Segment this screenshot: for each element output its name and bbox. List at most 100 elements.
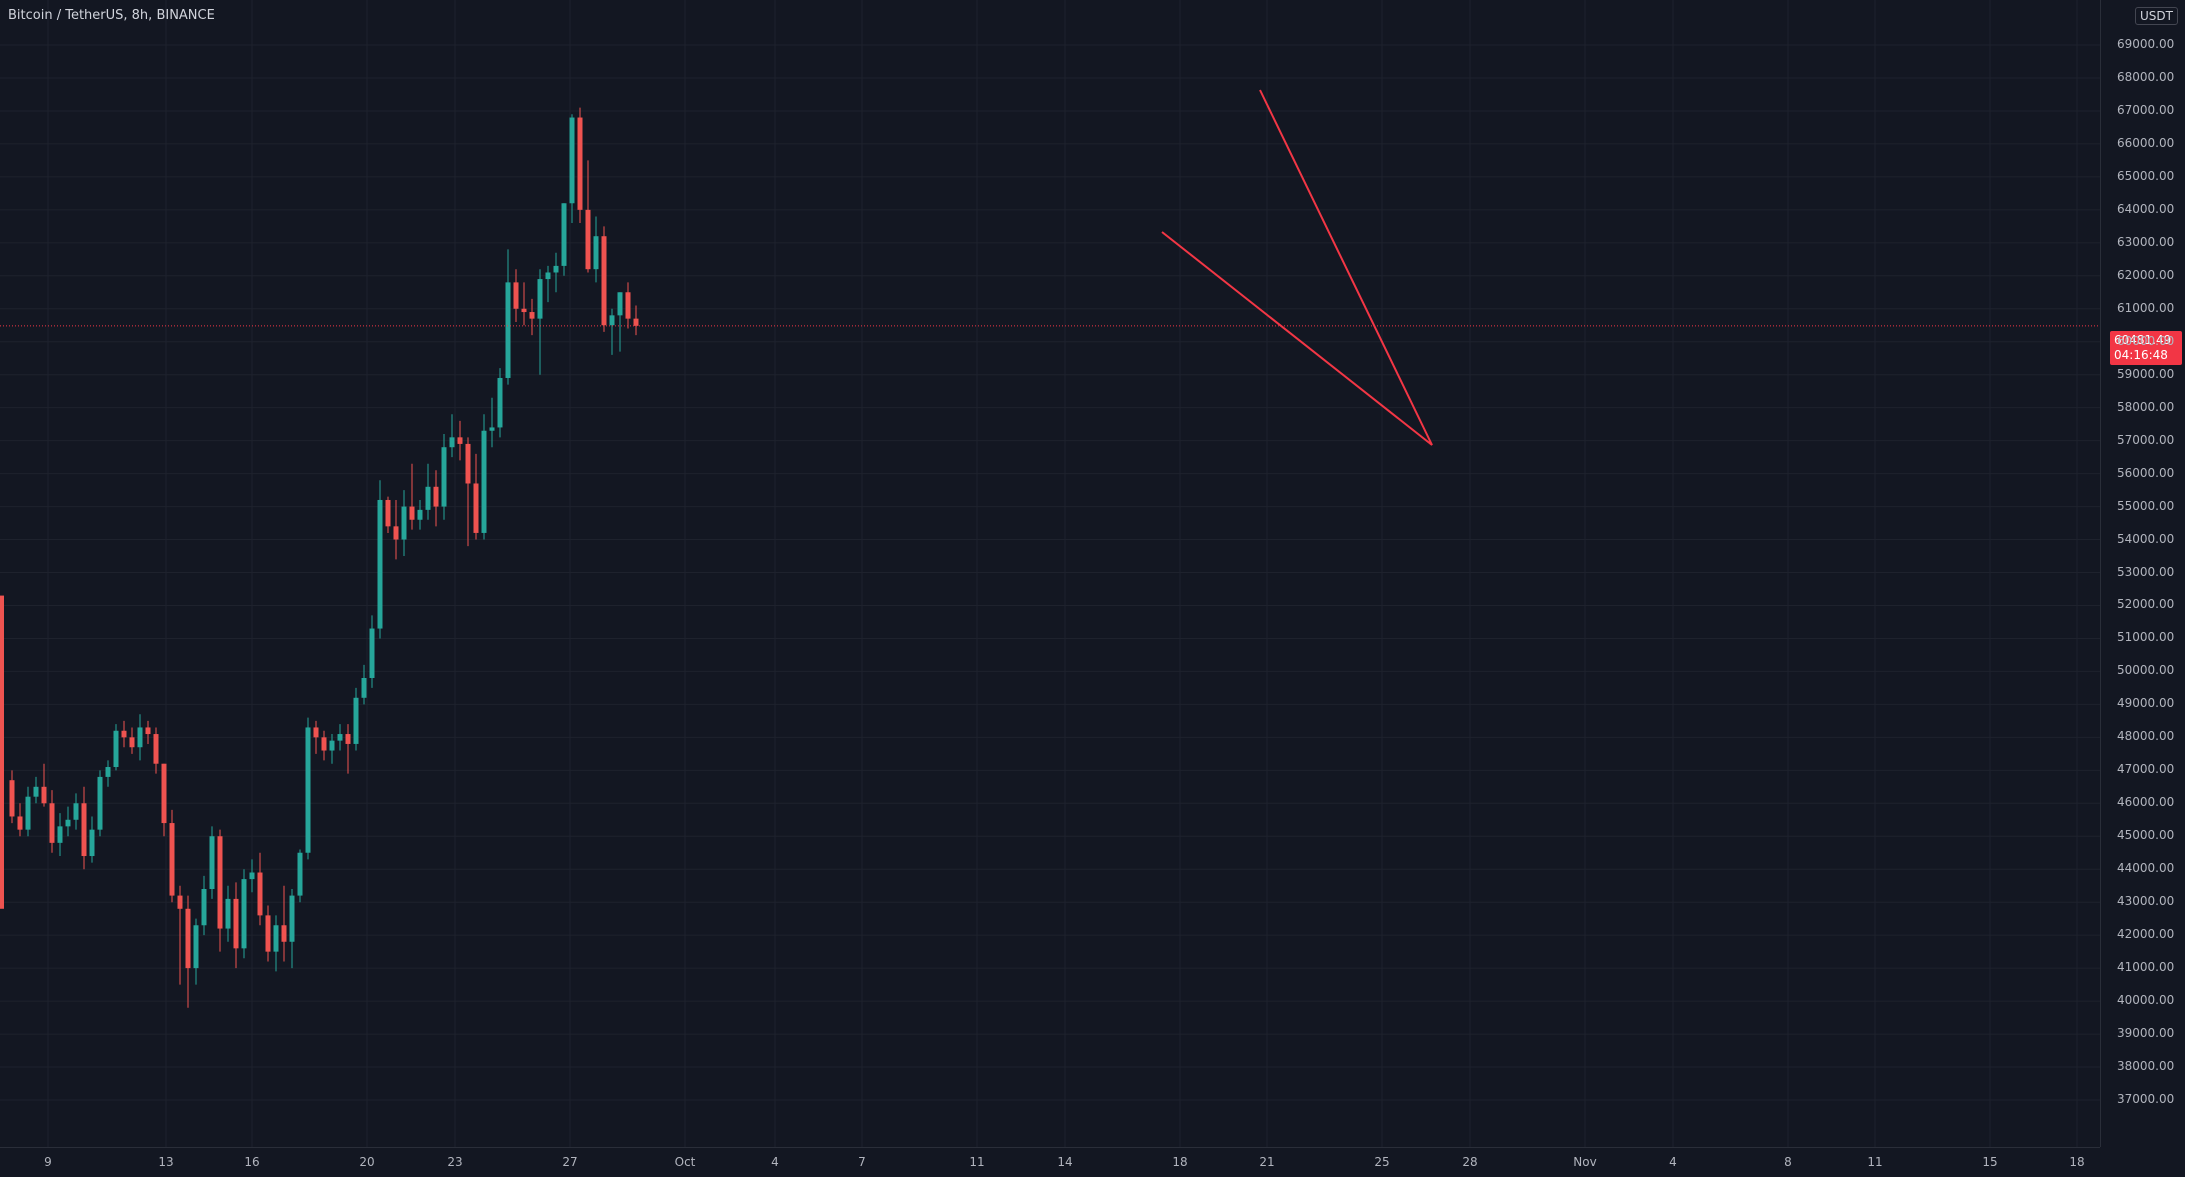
candle-body [489,427,495,431]
candle-body [313,727,319,738]
candle-body [369,628,375,678]
candle-body [225,898,231,929]
candle-body [217,836,223,929]
candle-body [185,908,191,969]
candle-body [481,430,487,533]
candle-body [345,734,351,744]
candle-body [57,826,63,843]
price-label: 64000.00 [2117,201,2175,216]
candle-body [89,829,95,857]
candle-body [321,737,327,751]
candle-body [561,203,567,266]
candlestick-chart[interactable] [0,0,2100,1147]
candle-body [425,486,431,510]
time-label: 18 [2069,1155,2085,1169]
candle-body [401,506,407,540]
candle-body [553,265,559,273]
candle-body [385,499,391,527]
time-label: 28 [1462,1155,1478,1169]
candle-body [505,282,511,378]
candle-body [545,272,551,280]
candle-body [65,819,71,827]
candle-body [25,796,31,830]
candle-body [449,437,455,448]
candle-body [145,727,151,735]
candle-body [353,697,359,744]
price-label: 53000.00 [2117,564,2175,579]
currency-label[interactable]: USDT [2135,7,2178,25]
time-label: 4 [1669,1155,1677,1169]
candle-body [569,117,575,204]
price-label: 69000.00 [2117,37,2175,51]
time-label: 7 [858,1155,866,1169]
price-label: 40000.00 [2117,993,2175,1008]
price-label: 62000.00 [2117,267,2175,282]
candle-body [129,737,135,748]
price-label: 50000.00 [2117,663,2175,678]
price-label: 66000.00 [2117,135,2175,150]
price-label: 41000.00 [2117,960,2175,975]
price-label: 43000.00 [2117,894,2175,909]
candle-body [33,786,39,797]
current-price-tag: 60481.49 04:16:48 [2110,331,2182,365]
price-label: 55000.00 [2117,498,2175,513]
candle-body [633,318,639,326]
price-label: 57000.00 [2117,432,2175,447]
candle-body [393,526,399,540]
candle-body [361,678,367,698]
candle-body [377,499,383,629]
time-label: 13 [158,1155,174,1169]
candle-body [593,236,599,270]
bar-countdown: 04:16:48 [2114,348,2168,362]
price-label: 48000.00 [2117,729,2175,744]
candle-body [105,767,111,777]
time-label: 15 [1982,1155,1998,1169]
candle-body [17,816,23,830]
candle-body [201,889,207,926]
price-label: 49000.00 [2117,696,2175,711]
time-axis[interactable]: 9 13 16 20 23 27 Oct 4 7 11 14 18 21 25 28 Nov 4 8 11 15 18 [0,1147,2100,1177]
candle-body [193,925,199,969]
candle-body [617,292,623,316]
price-label: 56000.00 [2117,465,2175,480]
candle-body [601,236,607,326]
candle-body [465,443,471,484]
price-label: 39000.00 [2117,1026,2175,1041]
time-label: 25 [1374,1155,1390,1169]
candle-body [161,763,167,824]
candle-body [625,292,631,319]
chart-title: Bitcoin / TetherUS, 8h, BINANCE [8,8,215,23]
price-label: 37000.00 [2117,1092,2175,1106]
time-label: Nov [1573,1155,1597,1169]
candle-body [209,836,215,889]
candle-body [609,315,615,326]
candle-body [113,730,119,768]
candle-body [9,780,15,817]
candle-body [265,915,271,952]
price-label: 44000.00 [2117,861,2175,876]
price-label: 63000.00 [2117,234,2175,249]
candle-body [329,740,335,751]
candle-body [121,730,127,738]
candle-body [473,483,479,533]
price-axis[interactable]: USDT 60481.49 04:16:48 69000.00 68000.00 6… [2100,0,2185,1147]
candle-partial [0,595,4,909]
candle-body [281,925,287,942]
candle-body [337,734,343,741]
time-label: 18 [1172,1155,1188,1169]
price-label: 52000.00 [2117,597,2175,612]
chart-area[interactable]: Bitcoin / TetherUS, 8h, BINANCE [0,0,2100,1147]
candle-body [257,872,263,916]
time-label: 11 [1867,1155,1883,1169]
time-label: 11 [969,1155,985,1169]
candle-body [73,803,79,820]
time-label: 23 [447,1155,463,1169]
candle-body [273,925,279,952]
price-label: 65000.00 [2117,168,2175,183]
time-label: 4 [771,1155,779,1169]
candle-body [585,209,591,270]
time-label: 21 [1259,1155,1275,1169]
candle-body [537,279,543,319]
time-label: 16 [244,1155,260,1169]
price-label: 42000.00 [2117,927,2175,942]
